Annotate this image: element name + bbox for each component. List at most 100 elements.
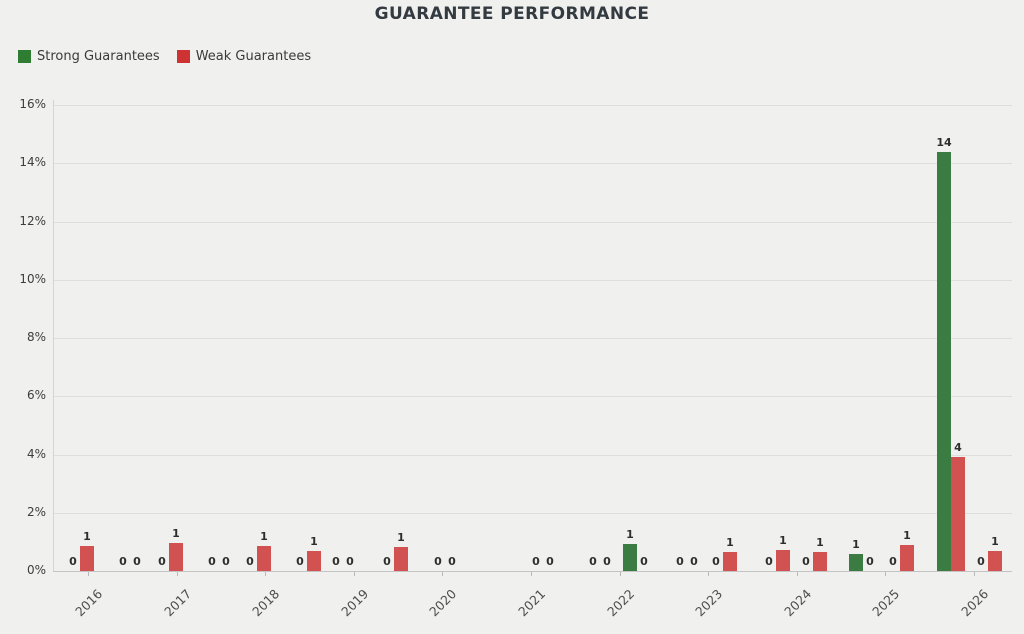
gridline: [53, 454, 1012, 456]
x-tick-label: 2021: [515, 586, 549, 620]
y-tick-label: 2%: [26, 504, 46, 519]
x-tick-label: 2017: [160, 586, 194, 620]
bar-value-label: 0: [383, 555, 391, 568]
legend-item-weak: Weak Guarantees: [176, 49, 312, 64]
x-tick-label: 2018: [249, 586, 283, 620]
bar-value-label: 1: [310, 534, 318, 548]
bar-value-label: 0: [977, 555, 985, 568]
bar-weak: [80, 545, 94, 571]
bar-weak: [813, 552, 827, 571]
chart-title: GUARANTEE PERFORMANCE: [374, 4, 650, 24]
y-tick-label: 10%: [19, 271, 46, 286]
bar-value-label: 0: [589, 555, 597, 568]
y-axis-line: [53, 100, 54, 572]
legend: Strong Guarantees Weak Guarantees: [18, 49, 311, 64]
bar-value-label: 0: [246, 555, 254, 568]
bar-value-label: 0: [434, 555, 442, 568]
bar-value-label: 1: [172, 527, 180, 541]
legend-label-strong: Strong Guarantees: [37, 49, 160, 64]
x-tick-label: 2023: [692, 586, 726, 620]
x-tick-label: 2019: [337, 586, 372, 620]
x-tick-label: 2025: [869, 586, 903, 620]
bar-value-label: 1: [779, 534, 787, 548]
x-tick-label: 2026: [958, 586, 992, 620]
bar-value-label: 4: [954, 441, 962, 455]
bar-value-label: 0: [119, 555, 127, 568]
bar-value-label: 0: [802, 555, 810, 568]
x-tick: [708, 572, 710, 576]
bar-weak: [394, 547, 408, 571]
bar-value-label: 1: [903, 529, 911, 543]
gridline: [53, 279, 1012, 281]
bar-weak: [257, 545, 271, 571]
gridline: [53, 512, 1012, 514]
x-tick: [531, 572, 532, 576]
bar-value-label: 0: [133, 555, 141, 568]
x-tick-label: 2020: [426, 586, 460, 620]
bar-value-label: 1: [816, 536, 824, 550]
legend-label-weak: Weak Guarantees: [195, 49, 312, 64]
legend-swatch-weak-icon: [176, 50, 190, 63]
bar-value-label: 0: [889, 555, 897, 568]
bar-value-label: 1: [852, 537, 860, 551]
bar-value-label: 0: [866, 555, 874, 568]
bar-weak: [776, 550, 790, 571]
bar-value-label: 0: [158, 555, 166, 568]
bar-value-label: 1: [83, 529, 91, 543]
x-tick: [885, 572, 887, 576]
y-tick-label: 12%: [19, 213, 46, 228]
bar-strong: [849, 553, 863, 571]
bar-value-label: 0: [640, 555, 648, 568]
x-tick: [974, 572, 975, 576]
gridline: [53, 221, 1012, 223]
bar-value-label: 0: [676, 555, 684, 568]
legend-item-strong: Strong Guarantees: [18, 49, 160, 64]
x-axis-line: [53, 571, 1012, 572]
x-tick: [796, 572, 798, 576]
x-tick: [88, 572, 89, 576]
y-tick-label: 14%: [19, 155, 46, 170]
bar-value-label: 0: [603, 555, 611, 568]
bar-value-label: 1: [991, 535, 999, 549]
bar-value-label: 0: [296, 555, 304, 568]
bar-strong: [937, 152, 951, 571]
bar-value-label: 0: [346, 555, 354, 568]
bar-weak: [723, 552, 737, 571]
bar-value-label: 0: [208, 555, 216, 568]
legend-swatch-strong-icon: [18, 50, 31, 63]
bar-weak: [307, 550, 321, 571]
x-tick-label: 2022: [603, 586, 637, 620]
bar-weak: [988, 551, 1002, 571]
bar-value-label: 0: [690, 555, 698, 568]
bar-value-label: 1: [626, 528, 634, 542]
bar-value-label: 14: [936, 136, 952, 150]
x-tick: [353, 572, 355, 576]
bar-value-label: 0: [546, 555, 554, 568]
gridline: [53, 105, 1012, 106]
bar-value-label: 1: [260, 529, 268, 543]
bar-value-label: 0: [222, 555, 230, 568]
bar-value-label: 1: [726, 536, 734, 550]
bar-weak: [900, 545, 914, 571]
y-tick-label: 4%: [26, 446, 46, 461]
x-tick: [265, 572, 267, 576]
bar-value-label: 0: [765, 555, 773, 568]
y-tick-label: 8%: [26, 330, 46, 344]
bar-strong: [623, 544, 637, 571]
gridline: [53, 163, 1012, 165]
y-tick-label: 6%: [26, 388, 46, 403]
bar-weak: [169, 543, 183, 571]
bar-value-label: 1: [397, 531, 405, 545]
gridline: [53, 338, 1012, 339]
x-tick: [442, 572, 444, 576]
bar-value-label: 0: [332, 555, 340, 568]
x-tick-label: 2016: [72, 586, 106, 620]
bar-value-label: 0: [69, 555, 77, 568]
bar-weak: [951, 457, 965, 571]
x-tick: [176, 572, 178, 576]
x-tick-label: 2024: [780, 586, 815, 620]
y-tick-label: 0%: [26, 563, 46, 577]
x-tick: [619, 572, 621, 576]
